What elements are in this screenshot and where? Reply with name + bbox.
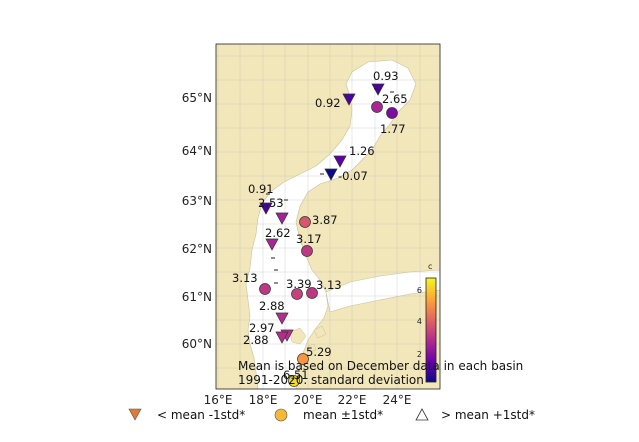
note-line-2: 1991-2020. standard deviation [238,373,424,387]
station-value-label: 2.62 [265,226,291,240]
lat-tick-label: 60°N [182,337,212,351]
station-value-label: 3.13 [316,278,342,292]
station-triangle-marker [324,168,338,181]
station-circle-marker [386,107,398,119]
station-value-label: 5.29 [306,345,332,359]
station-circle-marker [259,283,271,295]
aland-islands [289,327,307,345]
station-value-label: 6.51 [283,368,309,382]
station-triangle-marker [275,212,289,225]
lat-tick-label: 64°N [182,144,212,158]
lon-tick-label: 18°E [249,393,278,407]
station-circle-marker [299,216,311,228]
colorbar-tick: 6 [417,286,422,295]
station-value-label: 2.53 [258,196,284,210]
station-value-label: 3.17 [296,232,322,246]
colorbar-label: c [428,262,432,271]
legend-below-label: < mean -1std* [157,408,245,422]
station-value-label: 3.39 [286,277,312,291]
longitude-axis: 16°E 18°E 20°E 22°E 24°E [204,393,412,407]
station-triangle-marker [333,155,347,168]
station-value-label: 3.13 [232,271,258,285]
map-note: Mean is based on December data in each b… [238,359,523,387]
station-circle-marker [291,288,303,300]
legend: < mean -1std* mean ±1std* > mean +1std* [128,408,535,422]
legend-above-label: > mean +1std* [441,408,535,422]
sea-area [245,59,417,389]
station-value-label: 2.88 [243,333,269,347]
map-frame [215,43,441,390]
note-line-1: Mean is based on December data in each b… [238,359,523,373]
station-value-label: -0.07 [338,169,368,183]
station-value-label: 2.88 [259,299,285,313]
station-triangle-marker [275,331,289,344]
station-triangle-marker [265,238,279,251]
legend-up-triangle-icon [415,408,429,421]
latitude-axis: 65°N 64°N 63°N 62°N 61°N 60°N [182,91,212,351]
colorbar-tick: 4 [417,317,422,326]
station-value-label: 1.77 [380,122,406,136]
lon-tick-label: 16°E [204,393,233,407]
station-circle-marker [371,101,383,113]
station-value-label: 0.92 [315,96,341,110]
station-circle-marker [306,287,318,299]
lon-tick-label: 24°E [383,393,412,407]
station-value-label: 1.26 [349,144,375,158]
legend-mean-label: mean ±1std* [303,408,383,422]
gulf-of-finland [325,269,440,313]
station-value-label: 3.87 [312,213,338,227]
lat-tick-label: 61°N [182,290,212,304]
station-triangle-marker [342,93,356,106]
station-circle-marker [297,353,309,365]
station-value-label: 0.93 [373,69,399,83]
map-grid [216,44,440,389]
station-value-label: 2.97 [249,321,275,335]
lat-tick-label: 63°N [182,194,212,208]
station-circle-marker [301,245,313,257]
station-circle-marker [288,375,300,387]
station-triangle-marker [275,312,289,325]
station-value-label: 2.65 [382,92,408,106]
legend-down-triangle-icon [128,408,142,421]
station-markers: 0.93 2.65 0.92 1.77 1.26 -0.07 0.912.53 3.87 2.6… [232,69,408,387]
finnish-archipelago [307,325,327,353]
colorbar: c 2 4 6 [417,262,437,383]
legend-circle-icon [274,408,288,422]
station-triangle-marker [259,202,273,215]
station-value-label: 0.91 [248,182,274,196]
lon-tick-label: 20°E [294,393,323,407]
colorbar-gradient [425,277,437,383]
colorbar-tick: 2 [417,350,422,359]
lat-tick-label: 62°N [182,242,212,256]
lon-tick-label: 22°E [338,393,367,407]
map-area: 0.93 2.65 0.92 1.77 1.26 -0.07 0.912.53 3.87 2.6… [216,44,440,389]
lat-tick-label: 65°N [182,91,212,105]
